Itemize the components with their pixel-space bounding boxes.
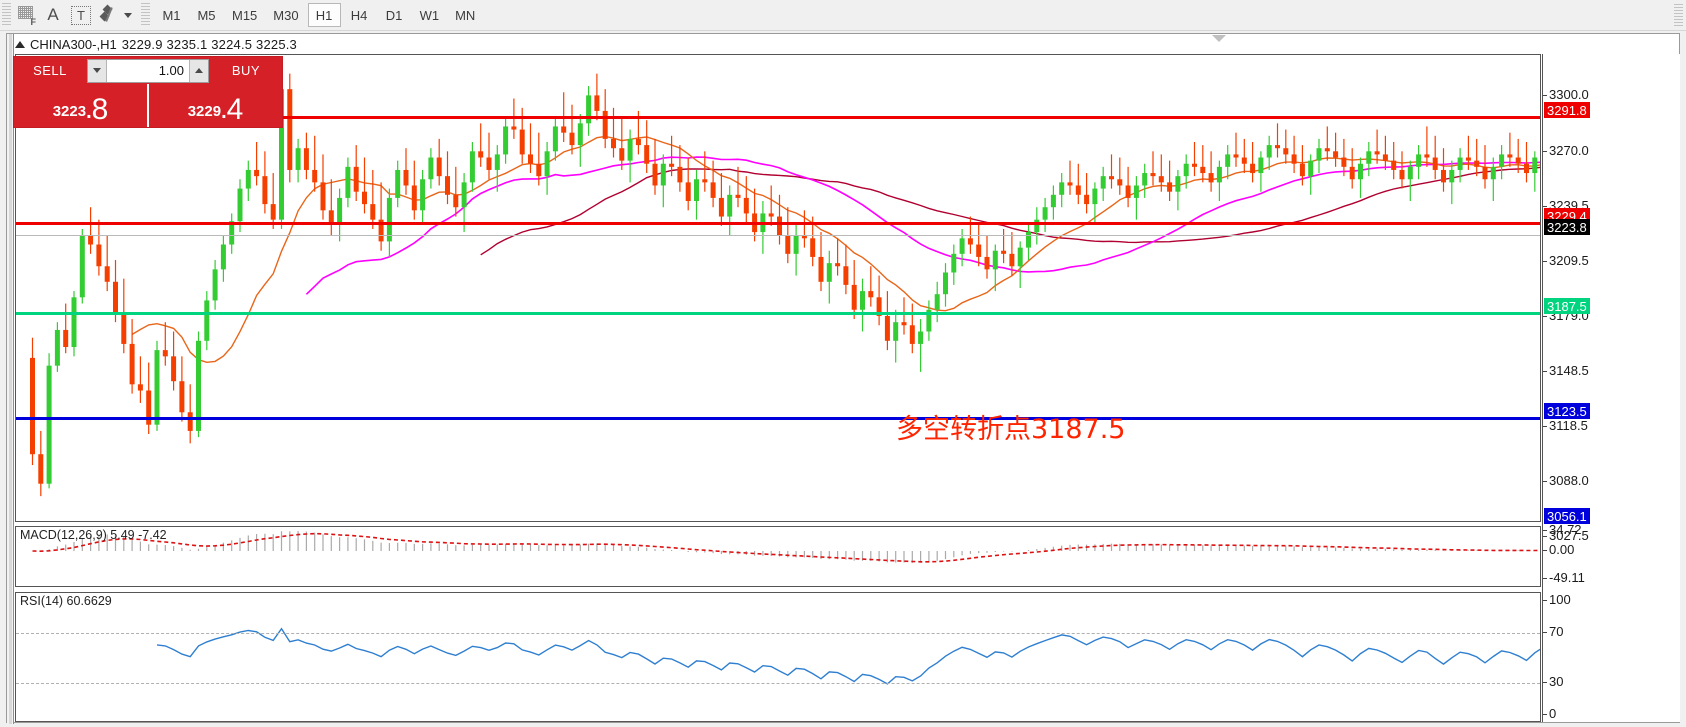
rsi-tick-70: 70: [1543, 624, 1563, 639]
main-toolbar: F A T M1 M5 M15 M30 H1 H4 D1 W1 MN: [0, 0, 1686, 31]
price-tick-3270-0: 3270.0: [1543, 143, 1589, 158]
sell-price-display[interactable]: 3223 . 8: [14, 84, 147, 127]
price-tick-3027-5: 3027.5: [1543, 528, 1589, 543]
rsi-guide-30: [16, 683, 1540, 684]
macd-pane[interactable]: MACD(12,26,9) 5.49 -7.42: [15, 526, 1541, 587]
support-level-badge: 3123.5: [1544, 403, 1590, 419]
chart-symbol-header: CHINA300-,H1 3229.9 3235.1 3224.5 3225.3: [15, 35, 297, 53]
macd-tick-34neg72: 34.72: [1543, 522, 1582, 537]
level-line-3223: [16, 235, 1540, 236]
chevron-down-icon[interactable]: [124, 12, 132, 18]
buy-price-integer: 3229: [187, 103, 222, 120]
timeframe-h4[interactable]: H4: [350, 7, 368, 23]
text-box-icon-glyph: T: [77, 7, 85, 23]
volume-input[interactable]: 1.00: [158, 63, 184, 78]
level-line-3229: [16, 222, 1540, 225]
level-line-3123: [16, 417, 1540, 420]
crosshair-grid-icon-label: F: [30, 16, 37, 27]
timeframe-w1[interactable]: W1: [419, 7, 440, 23]
level-line-3187: [16, 312, 1540, 315]
support-level-2-badge: 3056.1: [1544, 508, 1590, 524]
pivot-level-badge: 3187.5: [1544, 298, 1590, 314]
toolbar-grip-1[interactable]: [2, 3, 11, 27]
trade-panel-price-row: 3223 . 8 3229 . 4: [14, 84, 282, 127]
macd-label: MACD(12,26,9) 5.49 -7.42: [20, 528, 167, 542]
text-label-icon-glyph: A: [47, 5, 59, 24]
sell-price-fraction: 8: [91, 93, 109, 126]
rsi-guide-70: [16, 633, 1540, 634]
volume-decrease-button[interactable]: [88, 59, 107, 82]
volume-stepper[interactable]: 1.00: [87, 58, 209, 83]
rsi-pane[interactable]: RSI(14) 60.6629: [15, 592, 1541, 722]
volume-increase-button[interactable]: [189, 59, 208, 82]
bid-price-badge: 3223.8: [1544, 219, 1590, 235]
buy-price-separator: .: [221, 101, 227, 123]
symbol-name: CHINA300-,H1: [30, 36, 117, 52]
buy-button[interactable]: BUY: [231, 63, 261, 78]
timeframe-m5[interactable]: M5: [197, 7, 216, 23]
chart-frame: CHINA300-,H1 3229.9 3235.1 3224.5 3225.3…: [6, 33, 1680, 724]
level-line-3291: [16, 116, 1540, 119]
macd-tick-neg49-11: -49.11: [1543, 570, 1585, 585]
crosshair-grid-icon[interactable]: F: [13, 2, 40, 28]
candlestick-series: [30, 73, 1540, 497]
price-tick-3118-5: 3118.5: [1543, 418, 1588, 433]
rsi-label: RSI(14) 60.6629: [20, 594, 112, 608]
chevron-up-icon-volume: [195, 68, 203, 73]
sell-price-integer: 3223: [52, 103, 87, 120]
chevron-down-icon-volume: [93, 68, 101, 73]
text-box-icon[interactable]: T: [66, 2, 96, 28]
timeframe-h1[interactable]: H1: [307, 3, 341, 27]
rsi-tick-0: 0: [1543, 706, 1556, 721]
sell-button[interactable]: SELL: [33, 63, 67, 78]
macd-tick-0neg00: 0.00: [1543, 542, 1574, 557]
toolbar-grip-right[interactable]: [1674, 4, 1683, 28]
rsi-series: [156, 627, 1540, 685]
resistance-level-badge: 3291.8: [1544, 102, 1590, 118]
price-tick-3148-5: 3148.5: [1543, 363, 1589, 378]
chart-scroll-strip[interactable]: [7, 34, 14, 724]
toolbar-separator: [141, 3, 150, 27]
chevron-down-icon-chart[interactable]: [1212, 35, 1226, 42]
price-tick-3088-0: 3088.0: [1543, 473, 1589, 488]
rsi-tick-30: 30: [1543, 674, 1563, 689]
price-axis[interactable]: 3300.0 3270.0 3239.5 3209.5 3179.0 3148.5 3118…: [1542, 54, 1680, 722]
objects-icon[interactable]: [96, 2, 137, 28]
price-tick-3209-5: 3209.5: [1543, 253, 1589, 268]
collapse-triangle-icon[interactable]: [15, 40, 25, 48]
timeframe-d1[interactable]: D1: [385, 7, 403, 23]
one-click-trade-panel[interactable]: SELL 1.00 BUY 3223 . 8 3229 . 4: [13, 56, 283, 128]
buy-price-display[interactable]: 3229 . 4: [147, 84, 282, 127]
price-tick-3300-0: 3300.0: [1543, 87, 1589, 102]
text-label-icon[interactable]: A: [40, 2, 66, 28]
rsi-tick-100: 100: [1543, 592, 1571, 607]
timeframe-m15[interactable]: M15: [232, 7, 258, 23]
ohlc-values: 3229.9 3235.1 3224.5 3225.3: [121, 36, 297, 52]
trade-panel-top-row: SELL 1.00 BUY: [14, 57, 282, 84]
price-pane[interactable]: 多空转折点3187.5: [15, 54, 1541, 522]
buy-price-fraction: 4: [226, 93, 244, 126]
timeframe-mn[interactable]: MN: [455, 7, 476, 23]
timeframe-m1[interactable]: M1: [162, 7, 181, 23]
chart-annotation-text: 多空转折点3187.5: [896, 414, 1126, 445]
sell-price-separator: .: [86, 101, 92, 123]
timeframe-m30[interactable]: M30: [273, 7, 299, 23]
macd-series: [32, 531, 1540, 563]
